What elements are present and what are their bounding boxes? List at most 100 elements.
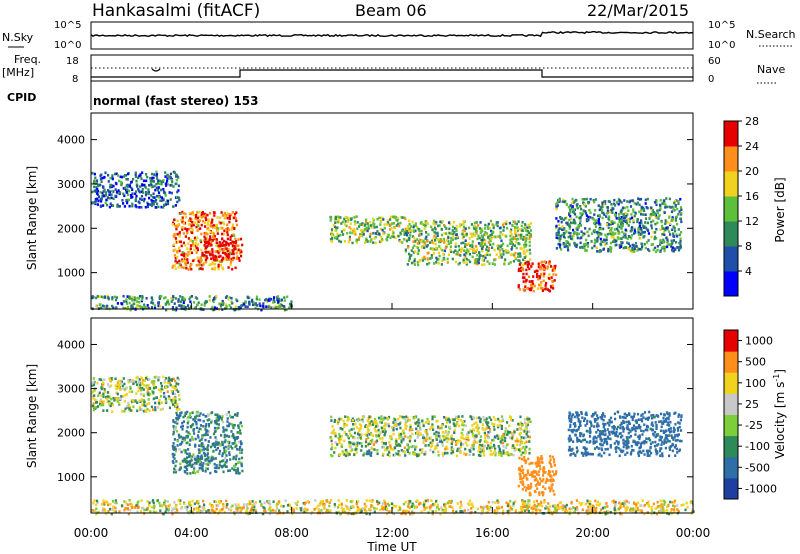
scatter-cell bbox=[672, 239, 675, 242]
scatter-cell bbox=[406, 246, 410, 249]
scatter-cell bbox=[237, 257, 240, 260]
scatter-cell bbox=[235, 444, 238, 447]
scatter-cell bbox=[489, 441, 492, 445]
scatter-cell bbox=[512, 259, 515, 263]
scatter-cell bbox=[338, 418, 341, 421]
scatter-cell bbox=[111, 204, 115, 207]
scatter-cell bbox=[223, 449, 226, 452]
scatter-cell bbox=[580, 207, 583, 211]
scatter-cell bbox=[265, 298, 268, 301]
scatter-cell bbox=[629, 229, 632, 233]
scatter-cell bbox=[159, 188, 163, 192]
scatter-cell bbox=[222, 459, 225, 462]
scatter-cell bbox=[356, 227, 359, 231]
scatter-cell bbox=[92, 201, 95, 204]
scatter-cell bbox=[520, 438, 523, 442]
scatter-cell bbox=[550, 487, 553, 490]
scatter-cell bbox=[193, 238, 196, 241]
scatter-cell bbox=[172, 432, 175, 436]
scatter-cell bbox=[337, 218, 340, 221]
scatter-cell bbox=[452, 438, 455, 441]
scatter-cell bbox=[589, 197, 592, 201]
scatter-cell bbox=[179, 414, 182, 417]
scatter-cell bbox=[223, 215, 226, 219]
scatter-cell bbox=[528, 473, 531, 477]
scatter-cell bbox=[529, 288, 532, 292]
scatter-cell bbox=[572, 201, 575, 205]
scatter-cell bbox=[412, 450, 415, 454]
scatter-cell bbox=[452, 232, 455, 236]
scatter-cell bbox=[366, 431, 369, 434]
scatter-cell bbox=[171, 444, 174, 448]
scatter-cell bbox=[181, 424, 184, 428]
scatter-cell bbox=[478, 227, 481, 230]
scatter-cell bbox=[579, 212, 582, 215]
scatter-cell bbox=[181, 296, 184, 299]
scatter-cell bbox=[507, 262, 510, 265]
scatter-cell bbox=[336, 419, 339, 423]
scatter-cell bbox=[230, 260, 233, 264]
scatter-cell bbox=[551, 455, 554, 459]
scatter-cell bbox=[650, 243, 653, 246]
scatter-cell bbox=[630, 248, 633, 252]
scatter-cell bbox=[155, 375, 158, 379]
scatter-cell bbox=[549, 488, 552, 491]
scatter-cell bbox=[424, 450, 427, 454]
scatter-cell bbox=[489, 449, 492, 453]
scatter-cell bbox=[196, 229, 199, 232]
scatter-cell bbox=[189, 219, 192, 223]
scatter-cell bbox=[607, 247, 610, 251]
scatter-cell bbox=[461, 433, 464, 437]
scatter-cell bbox=[100, 295, 103, 299]
scatter-cell bbox=[659, 228, 662, 232]
scatter-cell bbox=[120, 395, 123, 398]
scatter-cell bbox=[285, 308, 288, 312]
scatter-cell bbox=[427, 251, 430, 255]
scatter-cell bbox=[488, 253, 491, 257]
scatter-cell bbox=[171, 400, 174, 404]
scatter-cell bbox=[503, 260, 506, 263]
scatter-cell bbox=[181, 218, 184, 222]
scatter-cell bbox=[130, 390, 134, 393]
scatter-cell bbox=[581, 233, 584, 237]
scatter-cell bbox=[364, 445, 367, 448]
scatter-cell bbox=[439, 238, 442, 241]
scatter-cell bbox=[501, 438, 504, 442]
scatter-cell bbox=[173, 264, 176, 267]
scatter-cell bbox=[576, 243, 579, 247]
scatter-cell bbox=[475, 230, 478, 233]
scatter-cell bbox=[423, 227, 426, 231]
scatter-cell bbox=[433, 219, 436, 223]
scatter-cell bbox=[339, 216, 342, 219]
scatter-cell bbox=[172, 420, 175, 424]
scatter-cell bbox=[102, 392, 105, 396]
scatter-cell bbox=[590, 452, 593, 456]
scatter-cell bbox=[91, 394, 94, 398]
scatter-cell bbox=[165, 377, 168, 380]
scatter-cell bbox=[676, 246, 679, 249]
scatter-cell bbox=[583, 203, 586, 206]
scatter-cell bbox=[159, 199, 162, 203]
scatter-cell bbox=[670, 219, 673, 222]
scatter-cell bbox=[394, 418, 397, 421]
scatter-cell bbox=[213, 443, 216, 447]
scatter-cell bbox=[624, 246, 627, 249]
scatter-cell bbox=[387, 422, 390, 426]
scatter-cell bbox=[418, 229, 421, 233]
scatter-cell bbox=[478, 447, 481, 451]
scatter-cell bbox=[486, 424, 489, 428]
scatter-cell bbox=[447, 236, 450, 239]
scatter-cell bbox=[463, 229, 466, 233]
scatter-cell bbox=[450, 442, 453, 446]
scatter-cell bbox=[473, 221, 476, 225]
scatter-cell bbox=[633, 202, 636, 205]
scatter-cell bbox=[617, 237, 620, 240]
scatter-cell bbox=[464, 242, 467, 246]
scatter-cell bbox=[185, 436, 188, 440]
scatter-cell bbox=[438, 240, 441, 244]
scatter-cell bbox=[215, 416, 218, 420]
scatter-cell bbox=[533, 489, 536, 493]
scatter-cell bbox=[628, 200, 631, 204]
scatter-cell bbox=[542, 471, 545, 474]
scatter-cell bbox=[191, 455, 194, 458]
